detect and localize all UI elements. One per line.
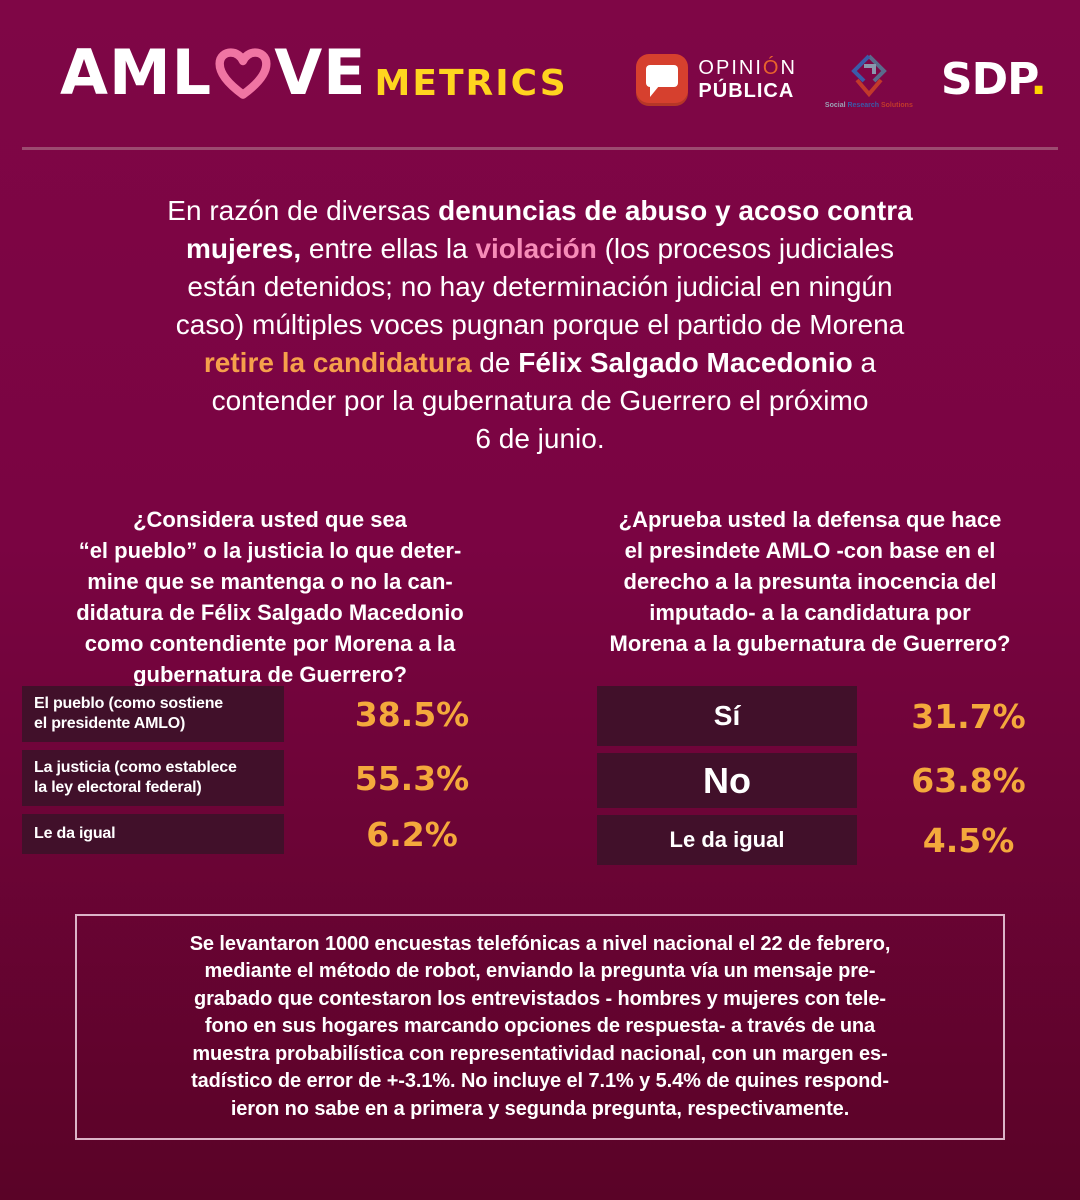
option-label: Le da igual bbox=[597, 815, 857, 865]
option-label: Le da igual bbox=[22, 814, 284, 854]
poll-right-options: Sí 31.7% No 63.8% Le da igual 4.5% bbox=[540, 686, 1080, 872]
poll-right: ¿Aprueba usted la defensa que hace el pr… bbox=[540, 500, 1080, 865]
poll-left-options: El pueblo (como sostiene el presidente A… bbox=[0, 686, 540, 862]
intro-line: caso) múltiples voces pugnan porque el p… bbox=[175, 309, 905, 340]
intro-paragraph: En razón de diversas denuncias de abuso … bbox=[0, 192, 1080, 458]
opinion-publica-text: OPINIÓN PÚBLICA bbox=[698, 57, 796, 102]
option-label: El pueblo (como sostiene el presidente A… bbox=[22, 686, 284, 742]
srs-logo-icon bbox=[851, 54, 887, 98]
option-row: La justicia (como establece la ley elect… bbox=[0, 750, 540, 806]
sdp-dot: . bbox=[1030, 53, 1047, 105]
amlove-metrics-logo: AML VE METRICS bbox=[60, 42, 568, 104]
poll-left: ¿Considera usted que sea “el pueblo” o l… bbox=[0, 500, 540, 865]
option-row: No 63.8% bbox=[540, 753, 1080, 808]
logo-text-ve: VE bbox=[274, 36, 367, 109]
option-value: 4.5% bbox=[922, 820, 1015, 860]
poll-question-left: ¿Considera usted que sea “el pueblo” o l… bbox=[76, 507, 464, 687]
option-value: 6.2% bbox=[366, 814, 458, 854]
option-value: 31.7% bbox=[911, 696, 1026, 736]
srs-text: Social Research Solutions bbox=[824, 102, 913, 109]
option-value: 38.5% bbox=[354, 694, 470, 734]
logo-text-aml: AML bbox=[60, 36, 213, 109]
intro-line: retire la candidatura de Félix Salgado M… bbox=[203, 347, 877, 378]
option-row: Sí 31.7% bbox=[540, 686, 1080, 746]
option-label: No bbox=[597, 753, 857, 808]
option-label: Sí bbox=[597, 686, 857, 746]
partner-logos: OPINIÓN PÚBLICA Social Research Solution… bbox=[636, 50, 1047, 109]
sdp-logo: SDP. bbox=[940, 53, 1047, 105]
opinion-line1: OPINIÓN bbox=[698, 57, 797, 80]
header-divider bbox=[22, 147, 1058, 150]
opinion-line2: PÚBLICA bbox=[698, 79, 795, 102]
heart-icon bbox=[215, 48, 271, 99]
intro-line: 6 de junio. bbox=[475, 423, 605, 454]
option-value: 63.8% bbox=[911, 761, 1026, 800]
logo-text-metrics: METRICS bbox=[374, 63, 568, 104]
intro-line: En razón de diversas denuncias de abuso … bbox=[167, 195, 913, 226]
option-label: La justicia (como establece la ley elect… bbox=[22, 750, 284, 806]
methodology-text: Se levantaron 1000 encuestas telefónicas… bbox=[189, 932, 891, 1120]
option-row: Le da igual 6.2% bbox=[0, 814, 540, 854]
srs-logo: Social Research Solutions bbox=[823, 50, 915, 109]
option-row: El pueblo (como sostiene el presidente A… bbox=[0, 686, 540, 742]
intro-line: contender por la gubernatura de Guerrero… bbox=[211, 385, 869, 416]
option-row: Le da igual 4.5% bbox=[540, 815, 1080, 865]
opinion-publica-logo: OPINIÓN PÚBLICA bbox=[636, 53, 796, 106]
speech-bubble-icon bbox=[636, 53, 689, 106]
methodology-box: Se levantaron 1000 encuestas telefónicas… bbox=[75, 914, 1005, 1140]
intro-line: están detenidos; no hay determinación ju… bbox=[187, 271, 893, 302]
poll-question-right: ¿Aprueba usted la defensa que hace el pr… bbox=[609, 507, 1011, 656]
poll-results-section: ¿Considera usted que sea “el pueblo” o l… bbox=[0, 500, 1080, 865]
intro-line: mujeres, entre ellas la violación (los p… bbox=[185, 233, 895, 264]
option-value: 55.3% bbox=[354, 758, 470, 798]
